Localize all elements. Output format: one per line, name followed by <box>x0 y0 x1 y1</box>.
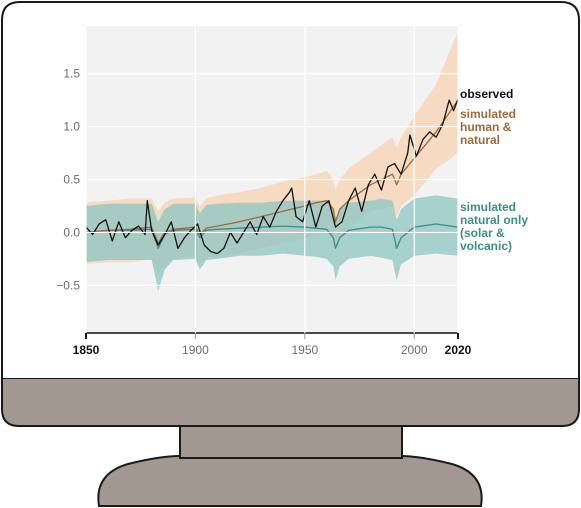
x-axis-ticks: 1850 1900 1950 2000 2020 <box>73 26 472 357</box>
human-natural-label: simulated <box>460 107 516 121</box>
monitor-stand-foot <box>97 455 483 507</box>
y-tick-label: 1.5 <box>63 67 80 81</box>
y-tick-label: 0.5 <box>63 173 80 187</box>
climate-chart: 1850 1900 1950 2000 2020 1.5 1.0 0.5 0.0 −0.5 ob… <box>56 26 528 357</box>
x-tick-label: 2000 <box>401 343 428 357</box>
observed-line <box>85 98 459 255</box>
x-tick-label: 1850 <box>73 343 100 357</box>
uncertainty-bands <box>86 31 458 291</box>
natural-only-band <box>86 195 458 291</box>
x-tick-label: 2020 <box>445 343 472 357</box>
natural-only-label: (solar & <box>460 226 505 240</box>
y-tick-label: 0.0 <box>63 225 80 239</box>
y-tick-label: −0.5 <box>56 278 80 292</box>
x-tick-label: 1950 <box>291 343 318 357</box>
monitor-bottom-bezel <box>1 377 580 427</box>
y-axis-ticks: 1.5 1.0 0.5 0.0 −0.5 <box>56 67 458 292</box>
x-tick-label: 1900 <box>182 343 209 357</box>
natural-only-label: simulated <box>460 200 516 214</box>
human-natural-label: human & <box>460 120 512 134</box>
y-tick-label: 1.0 <box>63 120 80 134</box>
observed-label: observed <box>460 87 513 101</box>
human-natural-label: natural <box>460 133 500 147</box>
natural-only-label: volcanic) <box>460 239 512 253</box>
natural-only-label: natural only <box>460 213 528 227</box>
